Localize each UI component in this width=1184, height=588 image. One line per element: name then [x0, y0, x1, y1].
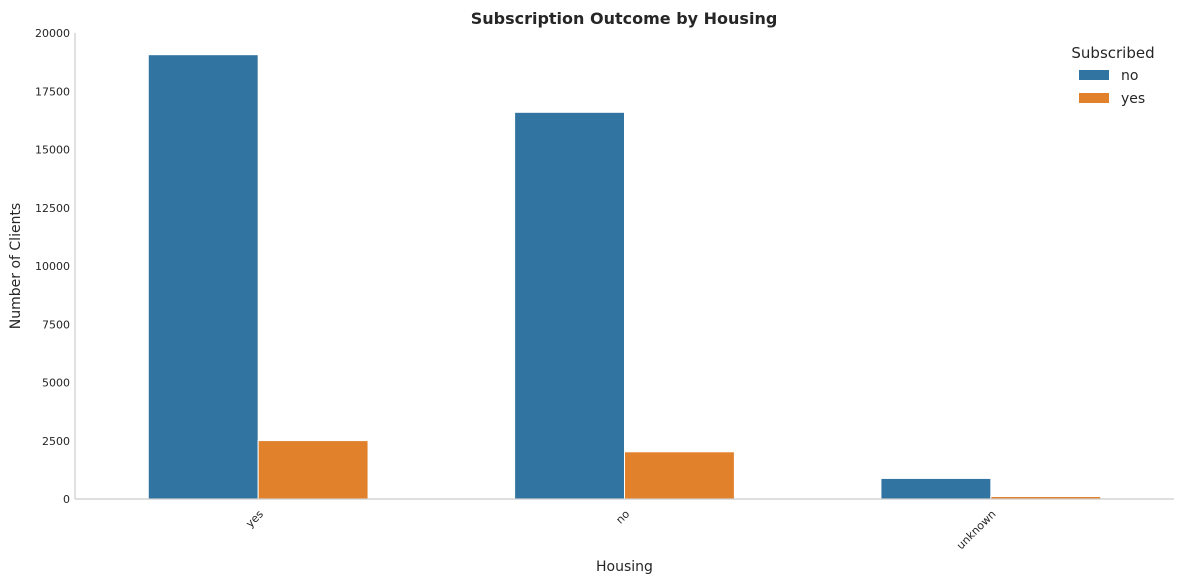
legend-title: Subscribed	[1071, 44, 1154, 62]
legend-label-no: no	[1121, 68, 1138, 84]
x-tick-label: unknown	[954, 508, 999, 553]
x-axis-label: Housing	[596, 559, 653, 575]
y-tick-label: 17500	[35, 85, 70, 98]
x-axis-ticks: yes no unknown	[243, 507, 998, 552]
y-tick-label: 5000	[42, 377, 70, 390]
y-tick-label: 7500	[42, 318, 70, 331]
y-tick-label: 12500	[35, 202, 70, 215]
x-tick-label: no	[613, 507, 632, 526]
chart-title: Subscription Outcome by Housing	[471, 9, 778, 28]
y-tick-label: 2500	[42, 435, 70, 448]
bar-yes-no	[147, 54, 259, 500]
x-tick-label: yes	[243, 507, 266, 530]
bar-no-yes	[624, 451, 735, 500]
bar-unknown-no	[880, 477, 992, 500]
y-tick-label: 15000	[35, 144, 70, 157]
y-tick-label: 0	[63, 493, 70, 506]
y-axis-ticks: 0 2500 5000 7500 10000 12500 15000 17500 20000	[35, 27, 70, 506]
y-tick-label: 20000	[35, 27, 70, 40]
bar-yes-yes	[257, 440, 369, 500]
y-tick-label: 10000	[35, 260, 70, 273]
bar-no-no	[514, 111, 625, 500]
legend-label-yes: yes	[1121, 91, 1145, 107]
y-axis-label: Number of Clients	[8, 203, 24, 329]
legend-swatch-yes	[1079, 93, 1109, 103]
legend-swatch-no	[1079, 70, 1109, 80]
legend: Subscribed no yes	[1071, 44, 1154, 107]
bars	[147, 54, 1102, 500]
